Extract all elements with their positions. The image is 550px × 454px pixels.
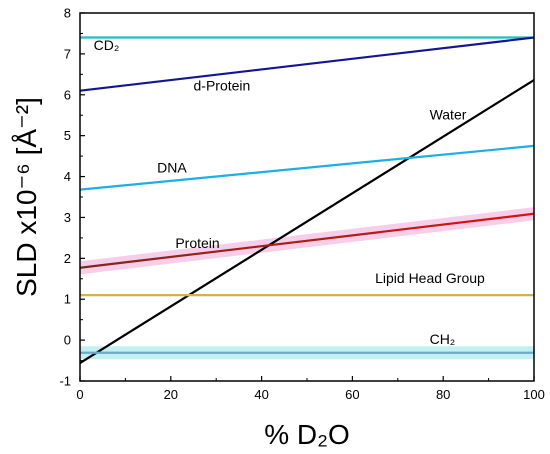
x-tick-label: 0 — [76, 387, 83, 402]
series-line-protein — [80, 212, 534, 269]
x-tick-label: 60 — [345, 387, 359, 402]
y-tick-label: 2 — [64, 251, 71, 266]
y-tick-label: 8 — [64, 6, 71, 21]
series-label: CD₂ — [94, 37, 120, 53]
series-line-d-protein — [80, 36, 534, 92]
x-tick-label: 80 — [436, 387, 450, 402]
x-tick-label: 20 — [164, 387, 178, 402]
series-label: DNA — [157, 159, 187, 175]
series-label: Water — [430, 106, 467, 122]
series-lines — [80, 36, 534, 364]
series-labels: CD₂ d-Protein Water DNA Protein Lipid Head Gr… — [94, 37, 485, 347]
y-axis-title: SLD x10⁻⁶ [Å⁻²] — [11, 97, 42, 297]
series-line-dna — [80, 144, 534, 191]
x-axis-title: % D₂O — [264, 419, 350, 450]
series-label: Protein — [175, 235, 219, 251]
series-line-water — [80, 79, 534, 364]
series-label: Lipid Head Group — [375, 270, 485, 286]
series-label: d-Protein — [194, 78, 251, 94]
axis-ticks: 0 20 40 60 80 100 -1 0 1 2 3 4 5 6 7 8 — [59, 6, 544, 403]
y-tick-label: 7 — [64, 46, 71, 61]
y-tick-label: -1 — [59, 374, 71, 389]
y-tick-label: 1 — [64, 292, 71, 307]
x-tick-label: 100 — [523, 387, 545, 402]
series-label: CH₂ — [430, 331, 456, 347]
x-tick-label: 40 — [254, 387, 268, 402]
y-tick-label: 5 — [64, 128, 71, 143]
plot-frame — [79, 12, 535, 382]
y-tick-label: 6 — [64, 87, 71, 102]
y-tick-label: 0 — [64, 333, 71, 348]
y-tick-label: 4 — [64, 169, 71, 184]
y-tick-label: 3 — [64, 210, 71, 225]
